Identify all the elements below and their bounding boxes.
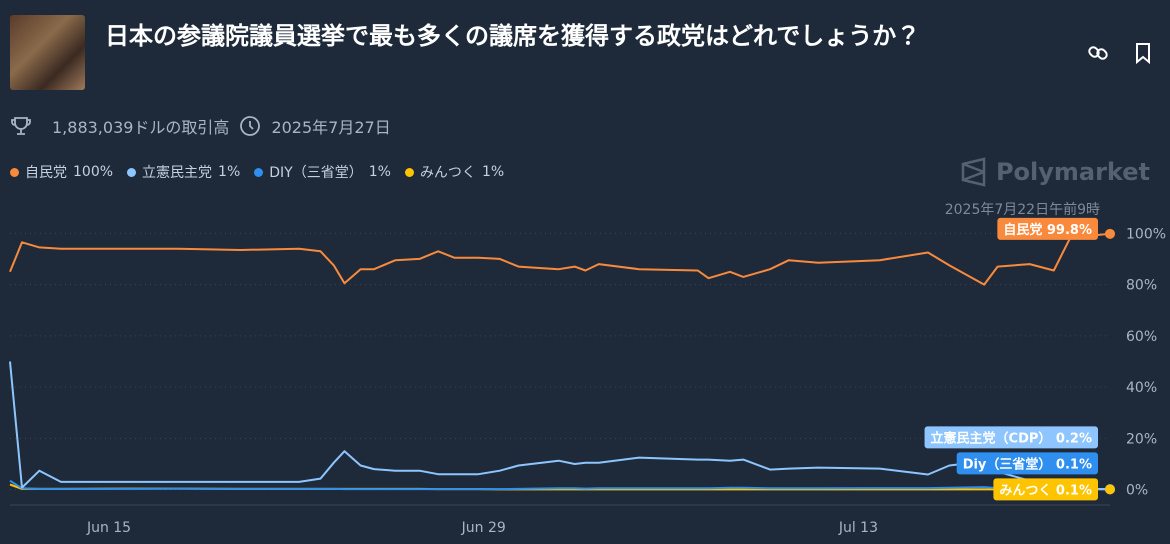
y-tick-label: 40% — [1126, 380, 1157, 396]
volume: 1,883,039ドルの取引高 — [52, 118, 230, 137]
end-dot — [1105, 228, 1115, 239]
y-tick-label: 100% — [1126, 226, 1166, 242]
bookmark-button[interactable] — [1134, 42, 1152, 64]
brand-logo — [961, 157, 986, 187]
end-label: みんつく 0.1% — [993, 478, 1098, 501]
series-line — [9, 479, 1110, 491]
legend-name: みんつく — [419, 165, 476, 181]
legend-dot — [254, 167, 264, 177]
legend-item: 立憲民主党 1% — [127, 162, 240, 182]
y-tick-label: 0% — [1126, 483, 1148, 499]
brand-name: Polymarket — [995, 158, 1150, 186]
legend-dot — [127, 167, 137, 177]
hover-time: 2025年7月22日午前9時 — [945, 201, 1100, 218]
end-label-box — [997, 217, 1098, 240]
market-stats: 1,883,039ドルの取引高 2025年7月27日 — [10, 114, 391, 138]
legend-value: 1% — [368, 164, 391, 180]
end-label: Diy（三省堂） 0.1% — [956, 452, 1098, 475]
clock-icon — [240, 116, 261, 136]
legend-item: 自民党 100% — [10, 162, 113, 182]
legend-value: 1% — [218, 164, 241, 180]
legend-name: 立憲民主党 — [142, 165, 213, 181]
end-label: 立憲民主党（CDP） 0.2% — [924, 426, 1098, 449]
trophy-icon — [11, 117, 31, 135]
end-label-text: 自民党 99.8% — [1003, 222, 1092, 238]
legend-item: DIY（三省堂） 1% — [254, 162, 391, 182]
end-label-text: みんつく 0.1% — [999, 483, 1092, 498]
x-tick-label: Jul 13 — [838, 520, 878, 536]
x-tick-label: Jun 29 — [461, 520, 506, 536]
market-title: 日本の参議院議員選挙で最も多くの議席を獲得する政党はどれでしょうか？ — [105, 22, 921, 50]
end-date: 2025年7月27日 — [271, 118, 391, 137]
end-label-box — [956, 452, 1098, 475]
end-label: 自民党 99.8% — [997, 217, 1098, 240]
end-dot — [1105, 484, 1115, 495]
link-button[interactable] — [1087, 42, 1109, 64]
legend-item: みんつく 1% — [404, 162, 505, 182]
legend-name: 自民党 — [25, 165, 67, 181]
legend-value: 1% — [481, 164, 505, 180]
y-tick-label: 80% — [1126, 278, 1157, 294]
series-line — [9, 232, 1111, 286]
end-label-text: Diy（三省堂） 0.1% — [963, 456, 1092, 472]
legend-name: DIY（三省堂） — [269, 165, 363, 181]
market-image — [10, 15, 85, 90]
legend-dot — [404, 167, 414, 177]
x-tick-label: Jun 15 — [86, 520, 131, 536]
end-label-box — [924, 426, 1098, 449]
end-label-box — [993, 478, 1098, 501]
legend-value: 100% — [73, 164, 114, 180]
end-label-text: 立憲民主党（CDP） 0.2% — [931, 430, 1092, 446]
brand: Polymarket — [960, 157, 1150, 187]
y-tick-label: 20% — [1126, 431, 1157, 447]
y-tick-label: 60% — [1126, 329, 1157, 345]
legend: 自民党 100% 立憲民主党 1% DIY（三省堂） 1% みんつく 1% — [10, 162, 504, 182]
legend-dot — [10, 167, 19, 177]
series-line — [9, 361, 1111, 491]
